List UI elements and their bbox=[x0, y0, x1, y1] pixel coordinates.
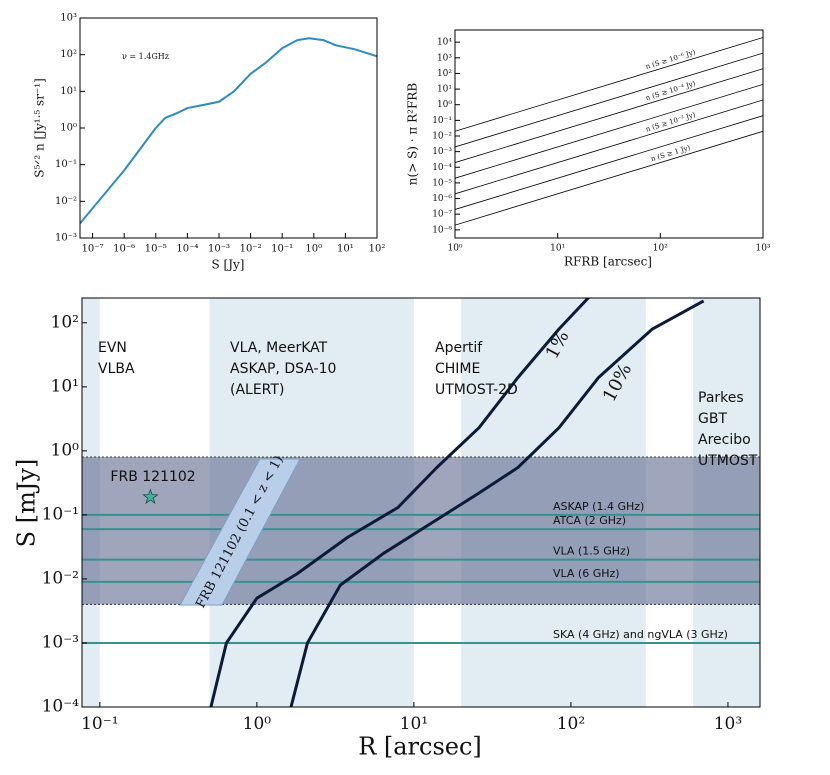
annotation-box bbox=[179, 458, 301, 606]
y-tick-label: 10⁰ bbox=[60, 123, 77, 134]
y-tick-label: 10⁰ bbox=[51, 440, 80, 460]
series-label: n (S ≥ 1 Jy) bbox=[650, 144, 692, 164]
chart: n (S ≥ 10⁻⁶ Jy) n (S ≥ 10⁻⁴ Jy) n (S ≥ 10⁻… bbox=[406, 29, 771, 269]
star-marker bbox=[142, 488, 159, 505]
band-label: Arecibo bbox=[698, 432, 751, 448]
x-tick-label: 10³ bbox=[755, 244, 770, 254]
series-line bbox=[455, 68, 763, 163]
band-label: VLA, MeerKAT bbox=[230, 340, 328, 356]
band-label: (ALERT) bbox=[230, 382, 284, 398]
x-tick-label: 10² bbox=[557, 714, 585, 734]
series-line bbox=[455, 99, 763, 195]
series-label: n (S ≥ 10⁻⁴ Jy) bbox=[645, 79, 697, 102]
reference-label: ATCA (2 GHz) bbox=[553, 514, 626, 527]
plot-area bbox=[455, 37, 763, 226]
y-tick-label: 10² bbox=[437, 69, 452, 79]
x-tick-label: 10⁰ bbox=[305, 244, 322, 255]
y-tick-label: 10⁻² bbox=[55, 196, 77, 207]
band-label: ASKAP, DSA-10 bbox=[230, 361, 336, 377]
y-tick-label: 10⁻³ bbox=[55, 233, 77, 244]
y-tick-label: 10¹ bbox=[60, 86, 77, 97]
y-tick-label: 10⁻² bbox=[42, 568, 79, 588]
band-label: UTMOST bbox=[698, 453, 758, 469]
y-tick-label: 10⁻⁵ bbox=[432, 178, 452, 188]
band-label: EVN bbox=[98, 340, 127, 356]
chart: ν = 1.4GHz 10⁻⁷ 10⁻⁶ 10⁻⁵ 10⁻⁴ 10⁻³ 10⁻² 10⁻¹ 10… bbox=[33, 13, 386, 272]
annotation: ν = 1.4GHz bbox=[122, 52, 169, 61]
y-tick-label: 10⁻³ bbox=[42, 632, 79, 652]
series-line bbox=[80, 37, 377, 225]
band-label: GBT bbox=[698, 411, 727, 427]
x-tick-label: 10⁻¹ bbox=[271, 244, 293, 255]
y-tick-label: 10⁻¹ bbox=[432, 116, 452, 126]
x-tick-label: 10⁻² bbox=[240, 244, 262, 255]
band-label: CHIME bbox=[435, 361, 480, 377]
x-tick-label: 10⁻¹ bbox=[81, 714, 118, 734]
y-axis-label: S⁵ᐟ² n [Jy¹·⁵ sr⁻¹] bbox=[33, 78, 47, 178]
band-label: Parkes bbox=[698, 390, 744, 406]
y-tick-label: 10⁻³ bbox=[432, 147, 452, 157]
x-tick-label: 10² bbox=[653, 244, 668, 254]
y-tick-label: 10⁻⁸ bbox=[432, 225, 452, 235]
plot-area bbox=[82, 298, 760, 707]
x-tick-label: 10⁰ bbox=[243, 714, 272, 734]
x-tick-label: 10⁻⁶ bbox=[113, 244, 135, 255]
reference-label: ASKAP (1.4 GHz) bbox=[553, 500, 644, 513]
x-tick-label: 10⁻⁷ bbox=[82, 244, 104, 255]
plot-area bbox=[80, 37, 377, 225]
chart: ASKAP (1.4 GHz)ATCA (2 GHz) VLA (1.5 GHz)… bbox=[13, 297, 761, 761]
y-tick-label: 10² bbox=[60, 49, 77, 60]
y-axis-label: S [mJy] bbox=[13, 459, 41, 548]
y-tick-label: 10⁻⁷ bbox=[432, 210, 452, 220]
series-line bbox=[455, 130, 763, 226]
band-label: UTMOST-2D bbox=[435, 382, 518, 398]
x-tick-label: 10² bbox=[369, 244, 386, 255]
x-tick-label: 10¹ bbox=[400, 714, 428, 734]
y-tick-label: 10⁻² bbox=[432, 131, 452, 141]
y-tick-label: 10³ bbox=[60, 13, 77, 24]
series-label: n (S ≥ 10⁻⁶ Jy) bbox=[645, 48, 697, 71]
y-tick-label: 10³ bbox=[437, 53, 452, 63]
y-tick-label: 10⁻⁴ bbox=[42, 697, 80, 717]
series-line bbox=[455, 37, 763, 132]
y-tick-label: 10¹ bbox=[437, 85, 452, 95]
x-tick-label: 10⁰ bbox=[447, 244, 462, 254]
x-axis-label: RFRB [arcsec] bbox=[564, 255, 652, 269]
series-line bbox=[455, 52, 763, 148]
y-tick-label: 10⁻¹ bbox=[55, 159, 77, 170]
x-tick-label: 10¹ bbox=[337, 244, 354, 255]
series-label: n (S ≥ 10⁻² Jy) bbox=[645, 111, 697, 134]
point-label: FRB 121102 bbox=[110, 469, 195, 485]
series-line bbox=[455, 115, 763, 210]
x-tick-label: 10³ bbox=[714, 714, 742, 734]
x-tick-label: 10⁻⁴ bbox=[176, 244, 198, 255]
series-line bbox=[209, 298, 590, 707]
band-label: VLBA bbox=[98, 361, 135, 377]
reference-label: SKA (4 GHz) and ngVLA (3 GHz) bbox=[553, 628, 728, 641]
y-tick-label: 10⁻⁴ bbox=[432, 163, 452, 173]
y-tick-label: 10⁴ bbox=[437, 38, 452, 48]
x-tick-label: 10¹ bbox=[550, 244, 565, 254]
axes-frame bbox=[454, 29, 764, 239]
reference-label: VLA (1.5 GHz) bbox=[553, 545, 630, 558]
reference-label: VLA (6 GHz) bbox=[553, 567, 620, 580]
y-tick-label: 10⁻¹ bbox=[42, 504, 79, 524]
y-tick-label: 10⁰ bbox=[437, 100, 452, 110]
y-axis-label: n(> S) · π R²FRB bbox=[406, 83, 420, 186]
x-tick-label: 10⁻⁵ bbox=[145, 244, 167, 255]
y-tick-label: 10⁻⁶ bbox=[432, 194, 452, 204]
axes-frame bbox=[81, 297, 761, 708]
x-axis-label: S [Jy] bbox=[212, 258, 245, 272]
series-line bbox=[289, 299, 705, 707]
x-tick-label: 10⁻³ bbox=[208, 244, 230, 255]
y-tick-label: 10¹ bbox=[51, 376, 79, 396]
axes-frame bbox=[79, 17, 378, 239]
series-line bbox=[455, 83, 763, 179]
band-label: Apertif bbox=[435, 340, 483, 356]
y-tick-label: 10² bbox=[51, 312, 79, 332]
x-axis-label: R [arcsec] bbox=[358, 733, 482, 761]
